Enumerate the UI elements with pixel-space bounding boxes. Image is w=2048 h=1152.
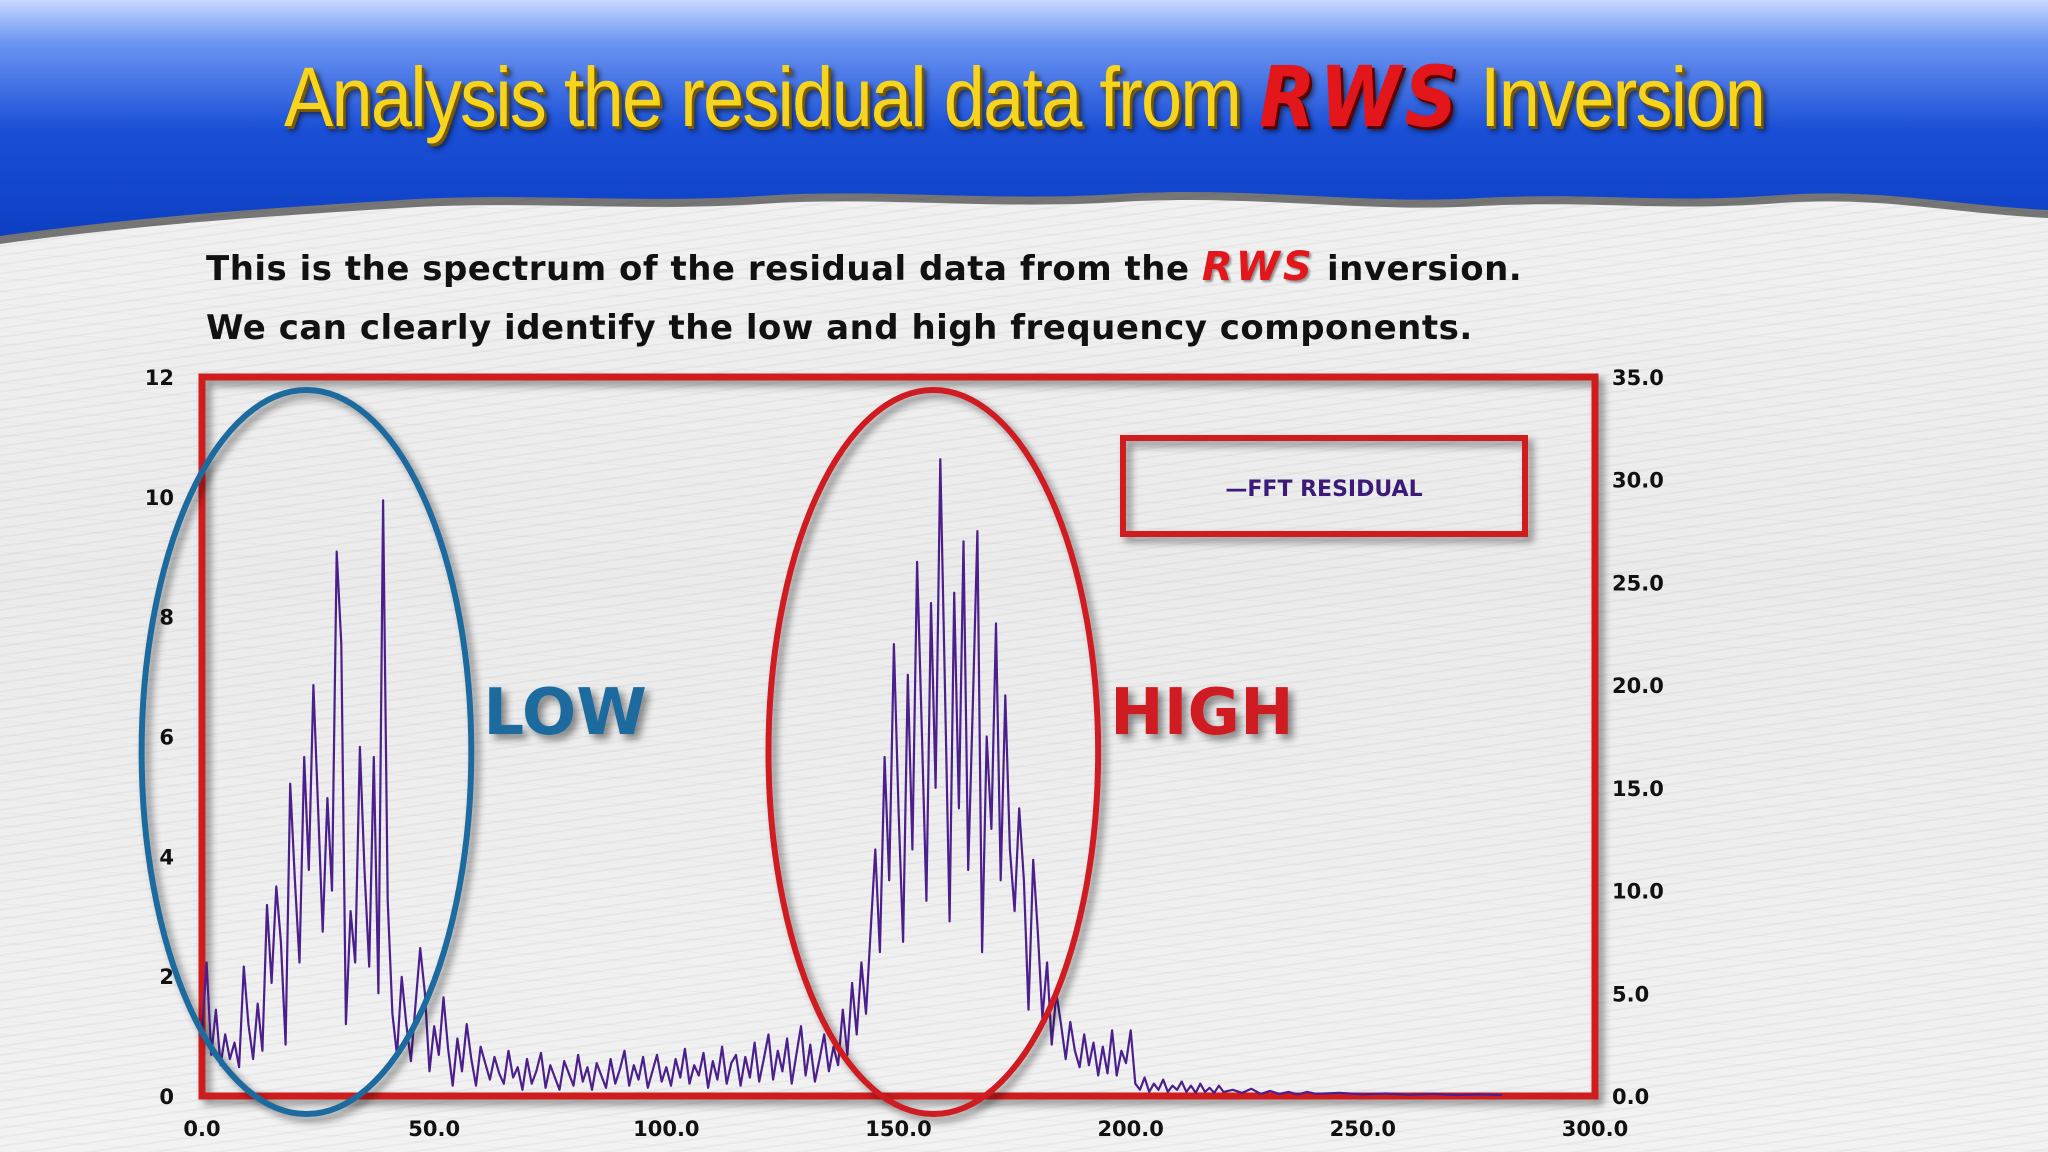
y-left-tick-label: 8 [159, 606, 174, 630]
subtitle-line-1-after: inversion. [1326, 249, 1523, 289]
subtitle-line-2: We can clearly identify the low and high… [206, 308, 1473, 348]
y-right-tick-label: 10.0 [1612, 880, 1664, 904]
title-banner [0, 0, 2048, 244]
x-tick-label: 50.0 [408, 1117, 460, 1141]
subtitle-line-1-before: This is the spectrum of the residual dat… [206, 249, 1190, 289]
slide-title: Analysis the residual data from RWS Inve… [123, 48, 1925, 146]
plot-frame [198, 373, 1599, 1100]
y-right-tick-label: 20.0 [1612, 674, 1664, 698]
subtitle-line-1: This is the spectrum of the residual dat… [206, 244, 1522, 290]
y-axis-left-ticks: 0 2 4 6 8 10 12 [145, 366, 174, 1109]
y-right-tick-label: 25.0 [1612, 571, 1664, 595]
series-line-fft-residual [200, 458, 1503, 1097]
x-tick-label: 0.0 [183, 1117, 220, 1141]
subtitle-brand-logo: RWS [1201, 244, 1315, 290]
y-axis-right-ticks: 0.0 5.0 10.0 15.0 20.0 25.0 30.0 35.0 [1612, 366, 1664, 1109]
legend-frame [1120, 435, 1528, 537]
y-left-tick-label: 0 [159, 1085, 174, 1109]
title-text-before: Analysis the residual data from [283, 50, 1242, 144]
x-tick-label: 200.0 [1097, 1117, 1163, 1141]
x-tick-label: 150.0 [865, 1117, 931, 1141]
y-right-tick-label: 35.0 [1612, 366, 1664, 390]
y-left-tick-label: 10 [145, 486, 174, 510]
y-right-tick-label: 30.0 [1612, 469, 1664, 493]
legend-entry-fft-residual: —FFT RESIDUAL [1225, 477, 1422, 502]
title-brand-logo: RWS [1258, 48, 1462, 146]
title-text-after: Inversion [1479, 50, 1766, 144]
y-right-tick-label: 0.0 [1612, 1085, 1649, 1109]
legend-box: —FFT RESIDUAL [1120, 435, 1528, 537]
low-label: LOW [483, 676, 647, 750]
x-tick-label: 300.0 [1562, 1117, 1628, 1141]
high-label: HIGH [1110, 676, 1293, 750]
y-left-tick-label: 2 [159, 965, 174, 989]
y-left-tick-label: 4 [159, 845, 174, 869]
y-left-tick-label: 6 [159, 726, 174, 750]
x-tick-label: 100.0 [633, 1117, 699, 1141]
x-axis-ticks: 0.0 50.0 100.0 150.0 200.0 250.0 300.0 [183, 1117, 1628, 1141]
y-right-tick-label: 15.0 [1612, 777, 1664, 801]
high-frequency-ellipse [765, 387, 1102, 1117]
low-frequency-ellipse [138, 387, 475, 1117]
y-right-tick-label: 5.0 [1612, 982, 1649, 1006]
x-tick-label: 250.0 [1330, 1117, 1396, 1141]
y-left-tick-label: 12 [145, 366, 174, 390]
